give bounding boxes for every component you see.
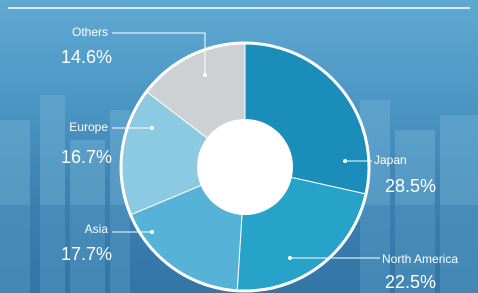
page: {"chart_data": {"type": "donut", "catego… — [0, 0, 478, 293]
category-label: Europe — [69, 120, 108, 134]
leader-dot — [203, 73, 207, 77]
category-label: North America — [382, 252, 458, 266]
value-label: 22.5% — [385, 272, 436, 292]
leader-dot — [150, 230, 154, 234]
category-label: Japan — [374, 153, 407, 167]
chart: Japan 28.5% North America 22.5% Asia 17.7% Eur… — [0, 0, 478, 293]
value-label: 16.7% — [61, 147, 112, 167]
value-label: 17.7% — [61, 244, 112, 264]
donut-hole — [197, 119, 293, 215]
value-label: 28.5% — [385, 176, 436, 196]
leader-dot — [343, 159, 347, 163]
category-label: Others — [72, 25, 108, 39]
leader-dot — [288, 256, 292, 260]
category-label: Asia — [85, 222, 109, 236]
value-label: 14.6% — [61, 47, 112, 67]
leader-dot — [150, 126, 154, 130]
